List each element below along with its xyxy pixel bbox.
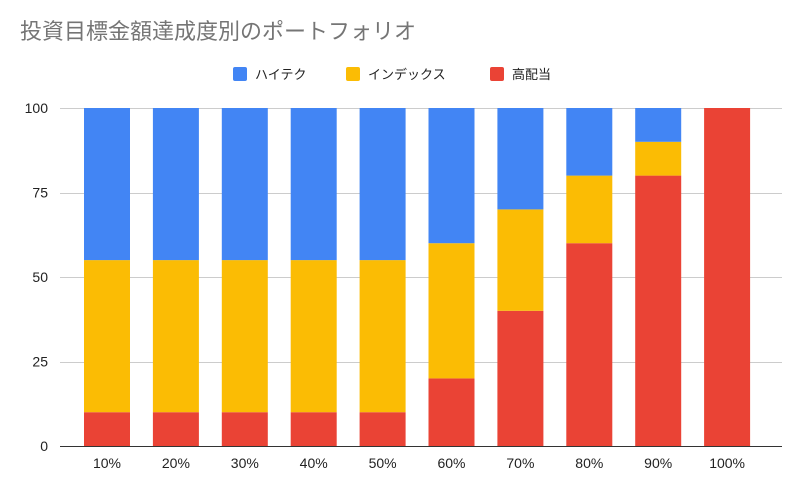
bar-segment	[152, 108, 199, 261]
x-tick-label: 80%	[575, 455, 603, 471]
y-tick-label: 25	[32, 354, 48, 370]
x-tick-label: 50%	[369, 455, 397, 471]
bar-segment	[635, 175, 682, 446]
legend-label: インデックス	[368, 67, 446, 83]
legend-item: 高配当	[490, 67, 551, 83]
bar-segment	[635, 108, 682, 142]
bar-segment	[290, 108, 337, 261]
legend-swatch	[233, 67, 247, 81]
legend-item: インデックス	[346, 67, 446, 83]
bar-segment	[84, 108, 130, 261]
legend: ハイテク インデックス 高配当	[233, 67, 551, 83]
bar-segment	[152, 260, 199, 413]
bar-segment	[359, 412, 406, 446]
x-tick-label: 30%	[231, 455, 259, 471]
x-tick-label: 100%	[709, 455, 745, 471]
x-tick-label: 70%	[506, 455, 534, 471]
x-tick-label: 10%	[93, 455, 121, 471]
x-tick-label: 20%	[162, 455, 190, 471]
legend-label: 高配当	[512, 67, 551, 83]
legend-label: ハイテク	[255, 68, 306, 83]
bar-segment	[497, 108, 544, 210]
y-tick-label: 75	[32, 185, 48, 201]
bar-segment	[359, 108, 406, 261]
bar-segment	[428, 378, 475, 446]
bar-segment	[290, 260, 337, 413]
bar-segment	[221, 108, 268, 261]
x-tick-label: 40%	[300, 455, 328, 471]
bar-segment	[428, 108, 475, 244]
y-tick-label: 50	[32, 269, 48, 285]
legend-swatch	[346, 67, 360, 81]
legend-swatch	[490, 67, 504, 81]
bar-segment	[221, 412, 268, 446]
bar-segment	[566, 243, 613, 446]
y-tick-label: 0	[40, 438, 48, 454]
bar-segment	[152, 412, 199, 446]
bars	[84, 108, 751, 446]
chart-title: 投資目標金額達成度別のポートフォリオ	[20, 20, 417, 45]
bar-segment	[428, 243, 475, 379]
bar-segment	[635, 141, 682, 176]
y-axis-labels: 0 25 50 75 100	[25, 100, 49, 454]
bar-segment	[497, 310, 544, 446]
legend-item: ハイテク	[233, 67, 306, 83]
bar-segment	[84, 412, 130, 446]
y-tick-label: 100	[25, 100, 49, 116]
bar-segment	[566, 108, 613, 176]
bar-segment	[497, 209, 544, 311]
bar-segment	[704, 108, 751, 446]
x-axis-labels: 10% 20% 30% 40% 50% 60% 70% 80% 90% 100%	[93, 455, 745, 471]
bar-segment	[290, 412, 337, 446]
x-tick-label: 90%	[644, 455, 672, 471]
bar-segment	[359, 260, 406, 413]
bar-segment	[566, 175, 613, 244]
bar-segment	[84, 260, 130, 413]
bar-segment	[221, 260, 268, 413]
x-tick-label: 60%	[437, 455, 465, 471]
